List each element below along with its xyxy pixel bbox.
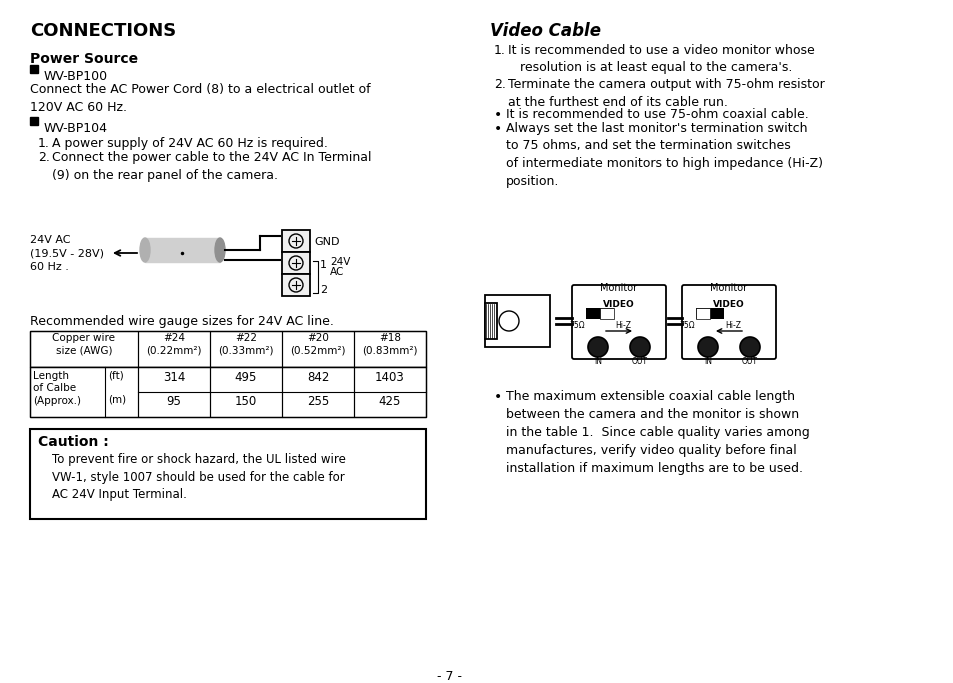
- Circle shape: [740, 337, 760, 357]
- Bar: [30, 331, 138, 367]
- Text: CONNECTIONS: CONNECTIONS: [30, 22, 176, 40]
- Text: 75Ω: 75Ω: [569, 321, 584, 330]
- Text: 150: 150: [234, 395, 257, 408]
- Text: •: •: [494, 122, 501, 136]
- Bar: [210, 331, 282, 367]
- Bar: [138, 367, 210, 417]
- Bar: [282, 274, 310, 296]
- Text: - 7 -: - 7 -: [437, 670, 462, 683]
- Text: VIDEO: VIDEO: [713, 300, 744, 309]
- Text: WV-BP104: WV-BP104: [44, 122, 108, 135]
- Text: •: •: [494, 390, 501, 404]
- Text: 2.: 2.: [38, 151, 50, 164]
- Bar: [696, 308, 723, 319]
- Text: (m): (m): [108, 395, 126, 405]
- Text: 425: 425: [378, 395, 401, 408]
- Circle shape: [698, 337, 718, 357]
- Bar: [696, 308, 709, 319]
- Ellipse shape: [214, 238, 225, 262]
- Bar: [585, 308, 614, 319]
- Circle shape: [587, 337, 607, 357]
- Text: AC: AC: [330, 267, 344, 277]
- Bar: [282, 252, 310, 274]
- Text: Monitor: Monitor: [710, 283, 747, 293]
- Text: 95: 95: [167, 395, 181, 408]
- Text: •: •: [494, 108, 501, 122]
- Text: The maximum extensible coaxial cable length
between the camera and the monitor i: The maximum extensible coaxial cable len…: [505, 390, 809, 475]
- Text: 2.: 2.: [494, 78, 505, 91]
- Ellipse shape: [140, 238, 150, 262]
- Bar: [30, 65, 38, 73]
- Text: Always set the last monitor's termination switch
to 75 ohms, and set the termina: Always set the last monitor's terminatio…: [505, 122, 822, 188]
- Bar: [30, 117, 38, 125]
- Bar: [484, 303, 497, 339]
- Text: 314: 314: [163, 371, 185, 384]
- Text: #22
(0.33mm²): #22 (0.33mm²): [218, 333, 274, 355]
- Text: Monitor: Monitor: [599, 283, 637, 293]
- Text: 495: 495: [234, 371, 257, 384]
- Text: 1403: 1403: [375, 371, 404, 384]
- Bar: [30, 367, 138, 417]
- Text: To prevent fire or shock hazard, the UL listed wire
VW-1, style 1007 should be u: To prevent fire or shock hazard, the UL …: [52, 453, 346, 501]
- Text: 842: 842: [307, 371, 329, 384]
- Text: #20
(0.52mm²): #20 (0.52mm²): [290, 333, 345, 355]
- Text: Recommended wire gauge sizes for 24V AC line.: Recommended wire gauge sizes for 24V AC …: [30, 315, 334, 328]
- Bar: [30, 367, 426, 417]
- Text: 24V AC
(19.5V - 28V)
60 Hz .: 24V AC (19.5V - 28V) 60 Hz .: [30, 235, 104, 273]
- Text: Connect the power cable to the 24V AC In Terminal
(9) on the rear panel of the c: Connect the power cable to the 24V AC In…: [52, 151, 371, 182]
- Bar: [145, 238, 220, 262]
- Bar: [282, 367, 354, 417]
- Text: Hi-Z: Hi-Z: [615, 321, 630, 330]
- Text: Copper wire
size (AWG): Copper wire size (AWG): [52, 333, 115, 355]
- Text: Terminate the camera output with 75-ohm resistor
at the furthest end of its cabl: Terminate the camera output with 75-ohm …: [507, 78, 824, 109]
- Bar: [354, 367, 426, 417]
- Text: Video Cable: Video Cable: [490, 22, 600, 40]
- Bar: [30, 429, 426, 519]
- Text: Connect the AC Power Cord (8) to a electrical outlet of
120V AC 60 Hz.: Connect the AC Power Cord (8) to a elect…: [30, 83, 370, 114]
- Bar: [210, 367, 282, 417]
- FancyBboxPatch shape: [572, 285, 665, 359]
- FancyBboxPatch shape: [681, 285, 775, 359]
- Text: WV-BP100: WV-BP100: [44, 70, 108, 83]
- Text: 1.: 1.: [494, 44, 505, 57]
- Bar: [30, 331, 426, 367]
- Circle shape: [498, 311, 518, 331]
- Text: 1: 1: [319, 260, 327, 270]
- Text: IN: IN: [594, 357, 601, 366]
- Text: Length
of Calbe
(Approx.): Length of Calbe (Approx.): [33, 371, 81, 406]
- Bar: [282, 331, 354, 367]
- Text: 255: 255: [307, 395, 329, 408]
- Text: Power Source: Power Source: [30, 52, 138, 66]
- Text: It is recommended to use 75-ohm coaxial cable.: It is recommended to use 75-ohm coaxial …: [505, 108, 808, 121]
- Text: #18
(0.83mm²): #18 (0.83mm²): [362, 333, 417, 355]
- Text: 24V: 24V: [330, 257, 350, 267]
- Text: 75Ω: 75Ω: [679, 321, 695, 330]
- Text: 2: 2: [319, 285, 327, 295]
- Bar: [484, 295, 550, 347]
- Text: Hi-Z: Hi-Z: [724, 321, 740, 330]
- Text: A power supply of 24V AC 60 Hz is required.: A power supply of 24V AC 60 Hz is requir…: [52, 137, 328, 150]
- Text: GND: GND: [314, 237, 339, 247]
- Text: VIDEO: VIDEO: [602, 300, 634, 309]
- Text: IN: IN: [703, 357, 711, 366]
- Bar: [599, 308, 614, 319]
- Text: #24
(0.22mm²): #24 (0.22mm²): [146, 333, 201, 355]
- Circle shape: [629, 337, 649, 357]
- Text: Caution :: Caution :: [38, 435, 109, 449]
- Text: OUT: OUT: [631, 357, 647, 366]
- Bar: [354, 331, 426, 367]
- Bar: [282, 230, 310, 252]
- Text: 1.: 1.: [38, 137, 50, 150]
- Bar: [138, 331, 210, 367]
- Text: It is recommended to use a video monitor whose
   resolution is at least equal t: It is recommended to use a video monitor…: [507, 44, 814, 74]
- Text: OUT: OUT: [741, 357, 758, 366]
- Text: (ft): (ft): [108, 371, 124, 381]
